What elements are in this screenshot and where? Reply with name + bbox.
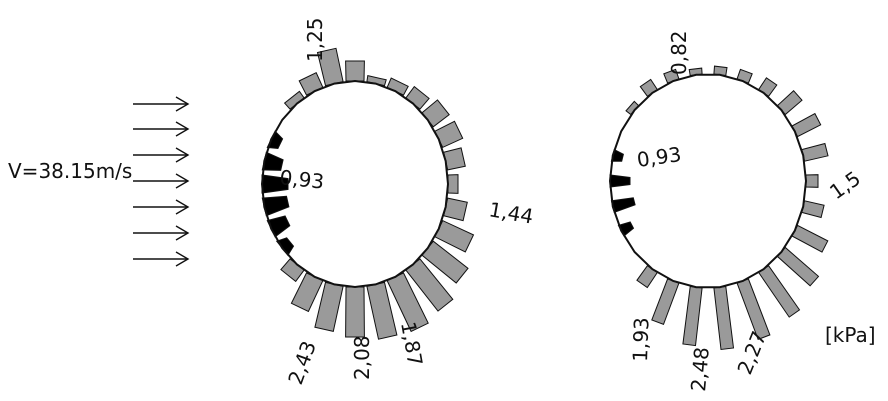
left-value-label-bottom-left: 2,43 bbox=[283, 338, 321, 388]
flow-arrow bbox=[133, 121, 190, 137]
right-cylinder-outline bbox=[608, 73, 808, 289]
positive-pressure-block bbox=[713, 285, 735, 351]
unit-label: [kPa] bbox=[825, 323, 876, 347]
flow-arrow bbox=[133, 225, 190, 241]
left-value-label-right: 1,44 bbox=[487, 197, 535, 228]
positive-pressure-block bbox=[801, 200, 825, 219]
positive-pressure-block bbox=[758, 77, 778, 97]
flow-arrow bbox=[133, 199, 190, 215]
right-pressure-blocks bbox=[609, 65, 829, 351]
positive-pressure-block bbox=[682, 285, 703, 347]
positive-pressure-block bbox=[434, 120, 464, 149]
right-value-label-bottom-right: 2,27 bbox=[732, 328, 771, 378]
positive-pressure-block bbox=[298, 72, 324, 96]
positive-pressure-block bbox=[345, 286, 365, 338]
flow-arrow bbox=[133, 173, 190, 189]
left-value-label-leeward: 0,93 bbox=[278, 165, 325, 194]
velocity-label: V=38.15m/s bbox=[8, 159, 132, 183]
positive-pressure-block bbox=[447, 174, 459, 194]
right-value-label-top: 0,82 bbox=[667, 30, 691, 75]
left-value-label-bottom-right: 1,87 bbox=[396, 320, 427, 368]
left-value-label-bottom: 2,08 bbox=[350, 335, 374, 380]
positive-pressure-block bbox=[636, 265, 658, 289]
negative-pressure-block bbox=[609, 174, 631, 188]
positive-pressure-block bbox=[405, 85, 430, 110]
positive-pressure-block bbox=[651, 278, 680, 326]
positive-pressure-block bbox=[314, 281, 344, 332]
positive-pressure-block bbox=[805, 174, 819, 188]
positive-pressure-block bbox=[280, 258, 305, 283]
right-value-label-bottom-left: 1,93 bbox=[628, 317, 654, 362]
flow-arrow bbox=[133, 96, 190, 112]
positive-pressure-block bbox=[421, 99, 450, 128]
positive-pressure-block bbox=[791, 224, 829, 253]
right-value-label-right: 1,5 bbox=[825, 166, 865, 204]
right-value-label-leeward: 0,93 bbox=[635, 142, 682, 172]
positive-pressure-block bbox=[345, 60, 365, 82]
right-value-label-bottom: 2,48 bbox=[686, 346, 714, 392]
flow-arrow bbox=[133, 251, 190, 267]
positive-pressure-block bbox=[639, 78, 658, 97]
flow-arrow bbox=[133, 147, 190, 163]
left-cylinder-outline bbox=[260, 79, 450, 289]
flow-arrows bbox=[133, 96, 190, 267]
positive-pressure-block bbox=[776, 246, 820, 287]
positive-pressure-block bbox=[758, 265, 801, 318]
left-value-label-top: 1,25 bbox=[303, 17, 327, 62]
left-pressure-blocks bbox=[261, 47, 475, 340]
positive-pressure-block bbox=[801, 142, 829, 162]
